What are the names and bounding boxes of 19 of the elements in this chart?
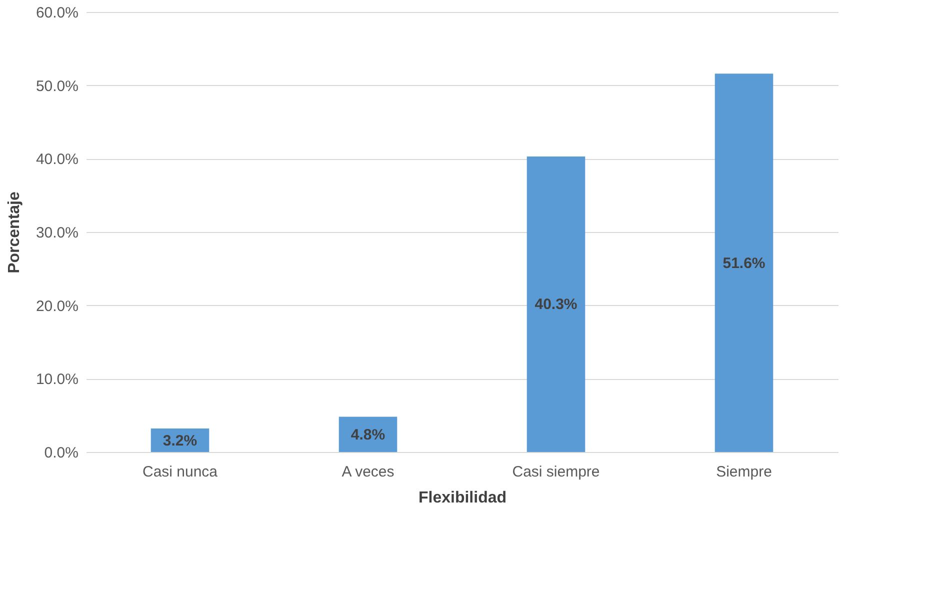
data-label: 3.2% — [162, 432, 198, 450]
x-tick-label: Casi siempre — [512, 464, 600, 480]
data-label: 51.6% — [722, 254, 766, 272]
data-label: 40.3% — [534, 296, 578, 314]
x-tick-label: Siempre — [716, 464, 772, 480]
y-tick-label: 0.0% — [44, 444, 78, 462]
y-tick-label: 10.0% — [36, 371, 78, 388]
y-tick-label: 50.0% — [36, 78, 78, 95]
x-axis-title: Flexibilidad — [418, 490, 507, 506]
y-tick-label: 40.0% — [36, 151, 78, 168]
y-axis-title: Porcentaje — [6, 191, 23, 274]
data-label: 4.8% — [350, 426, 386, 444]
y-tick-label: 30.0% — [36, 224, 78, 242]
y-tick-label: 60.0% — [36, 4, 78, 22]
bar — [526, 156, 586, 452]
bar — [714, 74, 774, 452]
x-tick-label: Casi nunca — [142, 464, 218, 480]
y-tick-label: 20.0% — [36, 298, 78, 315]
x-tick-label: A veces — [342, 464, 394, 480]
